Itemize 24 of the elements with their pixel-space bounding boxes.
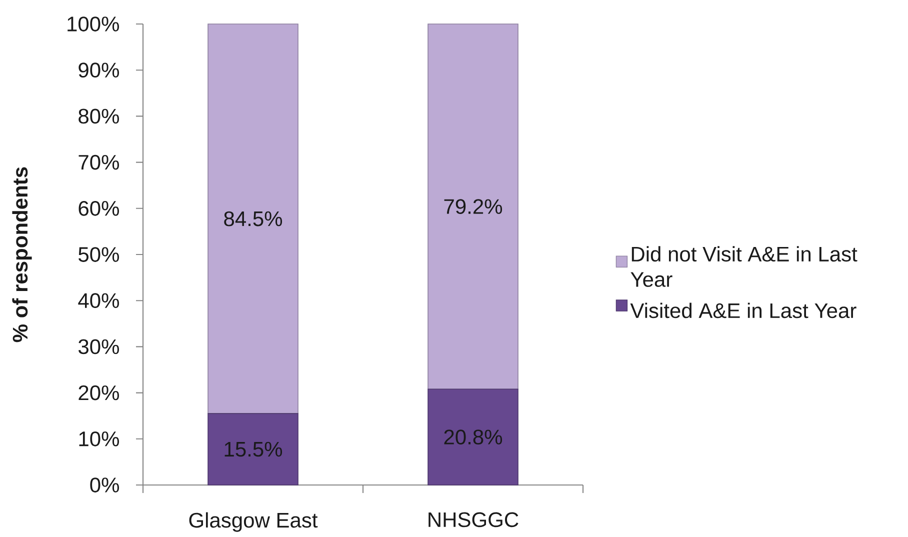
y-axis-title: % of respondents — [12, 167, 32, 342]
y-tick-label: 0% — [90, 478, 119, 492]
x-tick-label: NHSGGC — [428, 512, 518, 528]
y-tick-label: 90% — [78, 62, 119, 78]
y-tick-label: 40% — [78, 293, 119, 308]
x-tick-label: Glasgow East — [189, 512, 318, 532]
legend-label: Visited A&E in Last Year — [630, 302, 856, 318]
legend-label: Did not Visit A&E in Last Year — [630, 246, 858, 287]
data-label: 79.2% — [444, 199, 502, 214]
data-label: 20.8% — [444, 430, 502, 444]
y-tick-label: 50% — [78, 247, 119, 262]
bar — [428, 24, 518, 390]
y-tick-label: 70% — [78, 154, 119, 170]
y-tick-label: 30% — [78, 339, 119, 354]
y-tick-label: 60% — [78, 200, 119, 216]
y-tick-label: 100% — [68, 16, 119, 32]
y-tick-label: 20% — [78, 385, 119, 400]
bar — [208, 24, 298, 414]
bar — [428, 388, 518, 486]
y-tick-label: 80% — [78, 108, 119, 124]
data-label: 84.5% — [224, 211, 282, 226]
data-label: 15.5% — [224, 442, 282, 457]
y-tick-label: 10% — [79, 431, 119, 446]
bar — [208, 413, 298, 486]
